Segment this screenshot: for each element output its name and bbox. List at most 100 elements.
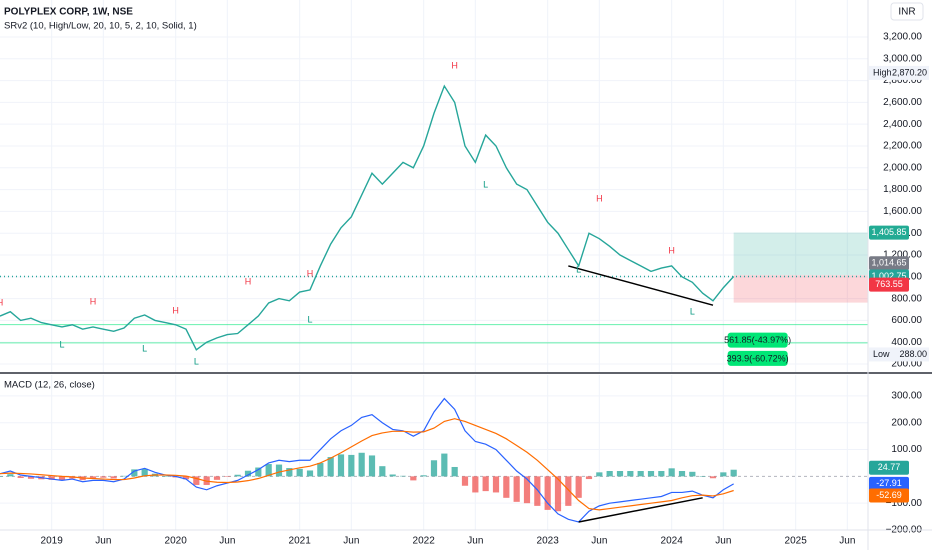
pivot-label: H [451, 60, 458, 70]
currency[interactable]: INR [898, 7, 915, 18]
histogram-bar [162, 476, 169, 477]
pivot-label: L [307, 314, 312, 324]
histogram-bar [492, 476, 500, 493]
histogram-bar [317, 462, 324, 477]
histogram-bar [7, 474, 14, 477]
currency-box[interactable] [890, 2, 924, 21]
macd-line [0, 418, 734, 511]
histogram-bar [27, 476, 35, 479]
histogram-bar [689, 471, 696, 477]
level-label-box [727, 350, 788, 366]
level-label: 393.9(-60.72%) [727, 353, 789, 363]
stop-tag-box [869, 277, 909, 292]
high-tag-box [869, 65, 929, 80]
symbol-title: POLYPLEX CORP, 1W, NSE [4, 7, 133, 18]
y-tick-label: 400.00 [891, 337, 922, 348]
histogram-bar [389, 474, 396, 477]
x-tick-label: Jun [343, 536, 359, 547]
pivot-label: H [0, 297, 3, 307]
y-tick-label: 2,600.00 [883, 97, 922, 108]
histogram-bar [244, 470, 252, 477]
histogram-bar [337, 454, 345, 477]
histogram-bar [89, 476, 97, 479]
x-tick-label: 2025 [785, 536, 808, 547]
x-tick-label: Jun [95, 536, 111, 547]
pivot-label: H [90, 296, 97, 306]
histogram-bar [17, 476, 24, 478]
histogram-bar [596, 472, 603, 477]
histogram-bar [585, 476, 593, 480]
histogram-bar [410, 476, 417, 481]
last-price-tag: 1,002.75 [871, 271, 906, 281]
macd-title: MACD (12, 26, close) [4, 380, 95, 391]
pivot-label: L [483, 179, 488, 189]
target-tag: 1,405.85 [871, 227, 906, 237]
x-tick-label: 2019 [41, 536, 64, 547]
macd-tag-box [869, 476, 909, 491]
y-tick-label: 3,000.00 [883, 53, 922, 64]
pivot-label: H [307, 268, 314, 278]
x-tick-label: 2020 [165, 536, 188, 547]
y-tick-label: 200.00 [891, 417, 922, 428]
high-tag-value: 2,870.20 [892, 67, 927, 77]
level-label-box [727, 332, 788, 348]
low-tag-name: Low [873, 349, 890, 359]
histogram-bar [286, 468, 293, 477]
pivot-label: H [668, 245, 675, 255]
histogram-bar [224, 476, 231, 477]
y-tick-label: 2,200.00 [883, 141, 922, 152]
histogram-bar [255, 467, 262, 477]
histogram-bar [193, 476, 200, 485]
histogram-tag: 24.77 [878, 462, 901, 472]
histogram-bar [430, 460, 438, 477]
target-tag-box [869, 225, 909, 240]
macd-tag-box [869, 488, 909, 503]
histogram-bar [131, 469, 138, 477]
x-tick-label: Jun [839, 536, 855, 547]
entry-tag: 1,014.65 [871, 258, 906, 268]
y-tick-label: 300.00 [891, 391, 922, 402]
pivot-label: L [59, 339, 64, 349]
histogram-bar [368, 455, 376, 477]
x-tick-label: Jun [715, 536, 731, 547]
histogram-bar [513, 476, 520, 502]
y-tick-label: 1,800.00 [883, 184, 922, 195]
histogram-bar [709, 476, 717, 479]
low-tag-value: 288.00 [899, 349, 927, 359]
position-profit [733, 232, 868, 276]
histogram-bar [503, 476, 510, 498]
high-tag-name: High [873, 67, 892, 77]
histogram-bar [141, 468, 148, 477]
histogram-bar [441, 453, 448, 477]
histogram-bar [275, 464, 283, 477]
stop-tag: 763.55 [875, 279, 903, 289]
y-tick-label: 100.00 [891, 444, 922, 455]
indicator-title: SRv2 (10, High/Low, 20, 10, 5, 2, 10, So… [4, 21, 197, 32]
y-tick-label: 600.00 [891, 315, 922, 326]
histogram-bar [379, 466, 386, 477]
histogram-bar [606, 471, 613, 477]
histogram-bar [472, 476, 479, 493]
histogram-bar [451, 466, 458, 477]
histogram-bar [265, 464, 272, 477]
histogram-bar [306, 470, 314, 477]
histogram-bar [182, 476, 190, 480]
pivot-label: H [172, 305, 179, 315]
macd-tag: -27.91 [876, 478, 902, 488]
histogram-bar [110, 476, 117, 479]
y-tick-label: 1,200.00 [883, 250, 922, 261]
histogram-bar [544, 476, 551, 510]
position-loss [733, 275, 868, 303]
histogram-bar [399, 475, 407, 477]
histogram-bar [565, 476, 572, 506]
pivot-label: H [245, 276, 252, 286]
histogram-bar [678, 471, 686, 477]
histogram-bar [627, 471, 634, 477]
x-tick-label: Jun [591, 536, 607, 547]
y-tick-label: 3,200.00 [883, 32, 922, 43]
y-tick-label: 2,400.00 [883, 119, 922, 130]
pivot-label: H [596, 193, 603, 203]
pivot-label: L [194, 356, 199, 366]
x-tick-label: Jun [219, 536, 235, 547]
